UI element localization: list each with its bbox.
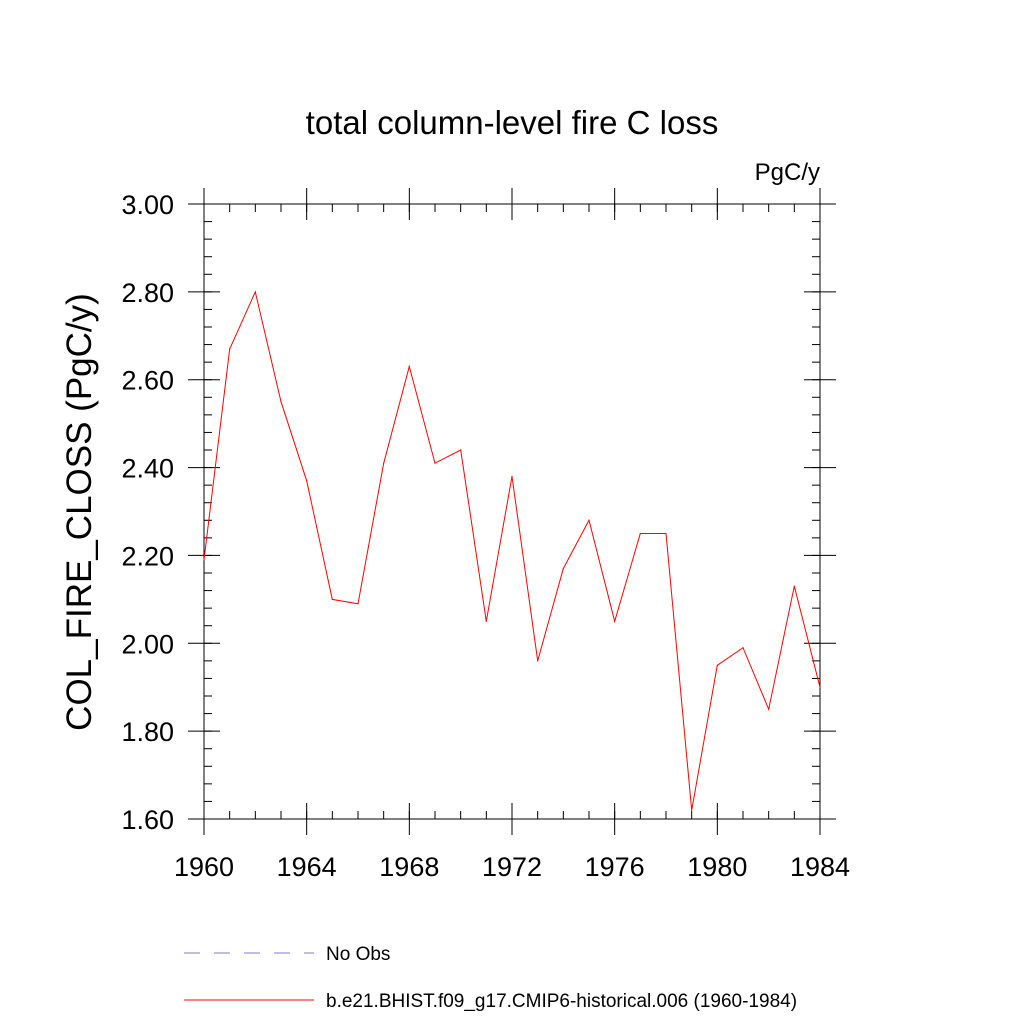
legend: No Obs b.e21.BHIST.f09_g17.CMIP6-historic… [184,944,797,1012]
data-point [485,620,487,622]
legend-label: No Obs [326,944,390,965]
data-point [614,620,616,622]
data-point [254,291,256,293]
x-tick-label: 1960 [174,852,234,882]
y-tick-label: 2.40 [121,454,174,484]
data-point [306,480,308,482]
data-point [819,686,821,688]
chart-title: total column-level fire C loss [306,104,719,141]
data-point [331,598,333,600]
x-tick-labels: 1960 1964 1968 1972 1976 1980 1984 [174,852,850,882]
data-point [434,462,436,464]
data-point [768,708,770,710]
y-tick-label: 1.80 [121,717,174,747]
y-axis-label: COL_FIRE_CLOSS (PgC/y) [60,293,99,731]
data-point [742,647,744,649]
data-point [691,809,693,811]
series-line [203,290,821,811]
y-tick-label: 2.80 [121,278,174,308]
y-tick-label: 2.20 [121,541,174,571]
data-point [357,603,359,605]
data-point [203,559,205,561]
x-tick-label: 1984 [790,852,850,882]
data-point [562,568,564,570]
data-point [537,660,539,662]
data-point [383,462,385,464]
y-tick-labels: 1.60 1.80 2.00 2.20 2.40 2.60 2.80 3.00 [121,190,174,835]
legend-label: b.e21.BHIST.f09_g17.CMIP6-historical.006… [326,991,797,1012]
x-tick-label: 1972 [482,852,542,882]
data-point [716,664,718,666]
units-label: PgC/y [755,159,820,186]
data-point [460,449,462,451]
x-tick-label: 1968 [379,852,439,882]
series-lines [203,290,821,811]
x-tick-label: 1980 [687,852,747,882]
x-tick-label: 1976 [585,852,645,882]
data-point [280,401,282,403]
y-tick-label: 1.60 [121,805,174,835]
y-tick-label: 2.60 [121,366,174,396]
axis-ticks [188,188,836,835]
y-tick-label: 2.00 [121,629,174,659]
y-tick-label: 3.00 [121,190,174,220]
data-point [639,532,641,535]
data-point [793,585,795,587]
data-point [229,348,231,350]
data-point [408,365,410,368]
plot-frame-border [203,203,821,820]
plot-frame [203,203,821,820]
data-point [588,519,590,521]
data-point [665,532,667,535]
data-point [511,475,513,477]
x-tick-label: 1964 [277,852,337,882]
